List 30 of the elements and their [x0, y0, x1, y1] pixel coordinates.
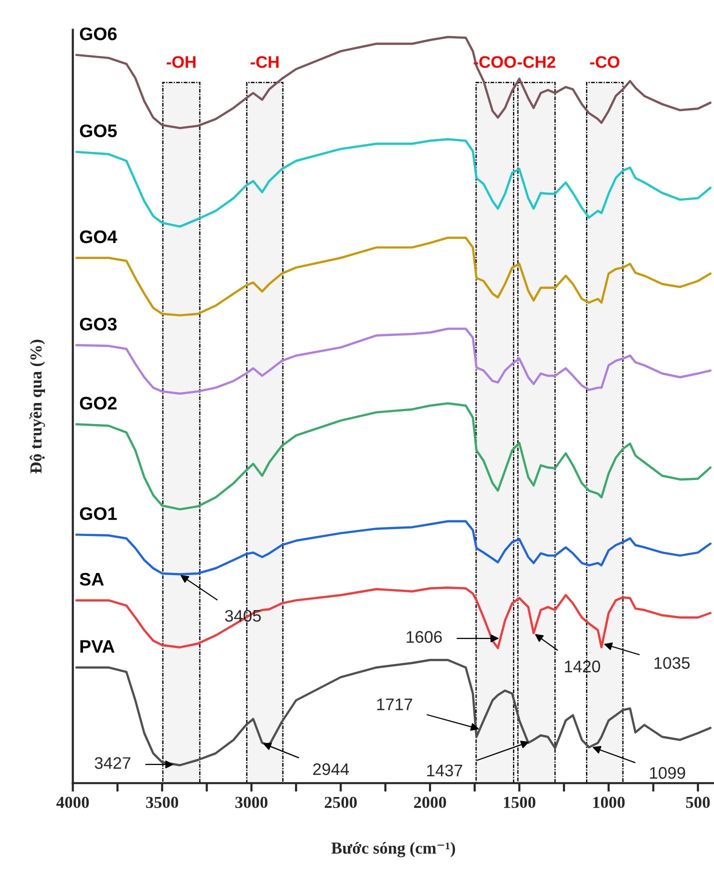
series-label: GO2 [80, 396, 117, 410]
x-tick-label: 500 [686, 796, 710, 808]
x-tick-label: 3500 [146, 796, 178, 808]
annotation: 3427 [94, 757, 130, 769]
x-tick-label: 4000 [56, 796, 89, 808]
series-label: GO4 [80, 230, 118, 244]
y-axis-title: Độ truyền qua (%) [29, 340, 46, 474]
series-label: GO3 [80, 318, 117, 331]
x-tick-label: 2000 [414, 796, 446, 808]
annotation: 2944 [313, 763, 349, 776]
series-label: GO1 [80, 507, 117, 520]
band-label: -CH2 [518, 56, 556, 68]
x-tick-label: 1500 [504, 796, 536, 808]
series-label: PVA [80, 640, 114, 653]
band-label: -CH [250, 56, 279, 68]
band-label: -OH [166, 56, 196, 68]
annotation: 1437 [427, 764, 462, 776]
series-label: SA [80, 572, 104, 586]
annotation: 1099 [650, 767, 686, 779]
series-label: GO5 [80, 124, 117, 138]
x-tick-label: 3000 [235, 796, 268, 808]
annotation: 1420 [564, 660, 600, 672]
x-axis-title: Bước sóng (cm⁻¹) [331, 842, 456, 858]
x-tick-label: 2500 [324, 796, 357, 808]
annotation: 1035 [654, 657, 690, 669]
band-label: -CO [590, 56, 620, 68]
series-label: GO6 [80, 27, 117, 40]
annotation: 1606 [406, 631, 442, 643]
annotation: 1717 [377, 698, 412, 710]
x-tick-label: 1000 [593, 796, 625, 808]
